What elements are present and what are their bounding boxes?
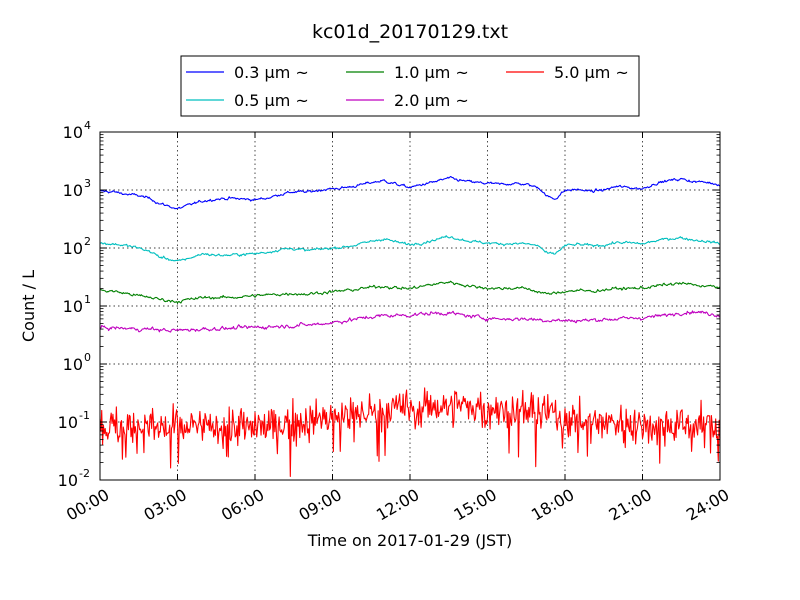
legend-label: 0.3 μm ~ <box>234 63 309 82</box>
x-tick-label: 06:00 <box>218 485 267 525</box>
y-axis-label: Count / L <box>19 270 38 342</box>
x-tick-label: 00:00 <box>63 485 112 525</box>
y-tick-label: 10 2 <box>63 235 91 258</box>
y-tick-exponent: 2 <box>84 235 91 248</box>
y-tick-label: 10 -1 <box>58 409 90 432</box>
legend-label: 1.0 μm ~ <box>394 63 469 82</box>
x-axis-label: Time on 2017-01-29 (JST) <box>307 531 512 550</box>
y-tick-exponent: 0 <box>84 351 91 364</box>
y-tick-base: 10 <box>58 413 78 432</box>
legend-label: 2.0 μm ~ <box>394 91 469 110</box>
y-tick-exponent: 1 <box>84 293 91 306</box>
series-line-2 <box>99 280 721 304</box>
chart-title: kc01d_20170129.txt <box>312 21 508 43</box>
legend-box <box>180 55 640 117</box>
legend-label: 5.0 μm ~ <box>554 63 629 82</box>
x-tick-label: 21:00 <box>605 485 654 525</box>
y-tick-base: 10 <box>63 355 83 374</box>
x-tick-label: 15:00 <box>450 485 499 525</box>
y-tick-exponent: -1 <box>79 409 90 422</box>
y-tick-exponent: -2 <box>79 467 90 480</box>
y-tick-base: 10 <box>63 181 83 200</box>
x-tick-label: 24:00 <box>683 485 732 525</box>
y-tick-label: 10 3 <box>63 177 91 200</box>
x-tick-label: 09:00 <box>295 485 344 525</box>
y-tick-base: 10 <box>63 239 83 258</box>
series-line-3 <box>99 310 721 333</box>
x-tick-label: 12:00 <box>373 485 422 525</box>
series-lines <box>99 175 721 478</box>
y-tick-base: 10 <box>63 297 83 316</box>
series-line-1 <box>99 235 721 262</box>
y-tick-base: 10 <box>63 123 83 142</box>
y-tick-label: 10 4 <box>63 119 91 142</box>
y-tick-exponent: 3 <box>84 177 91 190</box>
y-tick-label: 10 1 <box>63 293 91 316</box>
x-tick-label: 03:00 <box>140 485 189 525</box>
y-tick-base: 10 <box>58 471 78 490</box>
series-line-0 <box>99 175 721 210</box>
x-tick-label: 18:00 <box>528 485 577 525</box>
series-line-4 <box>99 387 721 478</box>
y-tick-label: 10 0 <box>63 351 91 374</box>
y-tick-exponent: 4 <box>84 119 91 132</box>
y-tick-label: 10 -2 <box>58 467 90 490</box>
legend: 0.3 μm ~ 0.5 μm ~ 1.0 μm ~ 2.0 μm ~ 5.0 μm ~ <box>180 55 640 117</box>
legend-label: 0.5 μm ~ <box>234 91 309 110</box>
